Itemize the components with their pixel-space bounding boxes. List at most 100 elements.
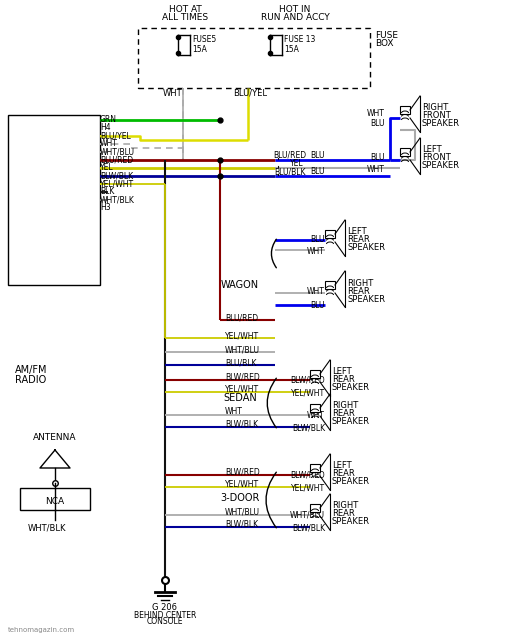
Text: GRN: GRN bbox=[100, 115, 117, 124]
Text: ANTENNA: ANTENNA bbox=[33, 434, 77, 443]
Text: BLW/RED: BLW/RED bbox=[225, 467, 260, 477]
Text: BLU: BLU bbox=[310, 301, 325, 309]
Text: RIGHT: RIGHT bbox=[422, 103, 448, 112]
Text: RIGHT: RIGHT bbox=[332, 401, 358, 410]
Text: RIGHT: RIGHT bbox=[332, 501, 358, 510]
Text: CONSOLE: CONSOLE bbox=[147, 618, 183, 626]
Text: LEFT: LEFT bbox=[347, 228, 367, 236]
Text: BLK: BLK bbox=[100, 188, 114, 197]
Text: SPEAKER: SPEAKER bbox=[332, 384, 370, 392]
Text: REAR: REAR bbox=[332, 510, 355, 519]
Text: REAR: REAR bbox=[347, 287, 370, 295]
Text: WHT: WHT bbox=[307, 247, 325, 257]
Bar bbox=[310, 504, 320, 512]
Bar bbox=[138, 28, 370, 88]
Bar bbox=[400, 106, 410, 114]
Bar bbox=[400, 148, 410, 156]
Bar bbox=[310, 464, 320, 472]
Text: 3-DOOR: 3-DOOR bbox=[220, 493, 259, 503]
Text: LEFT: LEFT bbox=[422, 145, 441, 155]
Text: RIGHT: RIGHT bbox=[347, 278, 373, 287]
Text: WHT: WHT bbox=[367, 165, 385, 174]
Text: LEFT: LEFT bbox=[332, 368, 352, 377]
Bar bbox=[8, 115, 100, 285]
Text: YEL/WHT: YEL/WHT bbox=[225, 479, 259, 489]
Text: WHT/BLK: WHT/BLK bbox=[100, 195, 135, 205]
Text: BOX: BOX bbox=[375, 39, 394, 48]
Text: SPEAKER: SPEAKER bbox=[332, 477, 370, 486]
Text: BLU/BLK: BLU/BLK bbox=[225, 358, 256, 368]
Text: BLW/BLK: BLW/BLK bbox=[292, 424, 325, 432]
Text: HOT AT: HOT AT bbox=[168, 6, 201, 15]
Bar bbox=[310, 404, 320, 412]
Text: 15A: 15A bbox=[192, 44, 207, 53]
Text: ALL TIMES: ALL TIMES bbox=[162, 13, 208, 22]
Text: REAR: REAR bbox=[332, 410, 355, 418]
Text: BLU/RED: BLU/RED bbox=[100, 155, 133, 164]
Text: WHT: WHT bbox=[100, 139, 118, 148]
Text: BLU/RED: BLU/RED bbox=[225, 313, 258, 323]
Text: BLU/BLK: BLU/BLK bbox=[274, 167, 306, 176]
Bar bbox=[325, 281, 335, 289]
Text: SPEAKER: SPEAKER bbox=[332, 418, 370, 427]
Text: RUN AND ACCY: RUN AND ACCY bbox=[261, 13, 329, 22]
Text: WHT/BLU: WHT/BLU bbox=[290, 510, 325, 519]
Text: LEFT: LEFT bbox=[332, 462, 352, 470]
Text: BLU: BLU bbox=[370, 153, 385, 162]
Text: G 206: G 206 bbox=[152, 604, 177, 612]
Text: YEL/WHT: YEL/WHT bbox=[100, 179, 134, 188]
Text: WAGON: WAGON bbox=[221, 280, 259, 290]
Text: BLW/BLK: BLW/BLK bbox=[225, 420, 258, 429]
Text: WHT/BLU: WHT/BLU bbox=[225, 346, 260, 354]
Text: BLW/BLK: BLW/BLK bbox=[100, 172, 133, 181]
Text: 15A: 15A bbox=[284, 44, 299, 53]
Text: BEHIND CENTER: BEHIND CENTER bbox=[134, 611, 196, 619]
Text: FRONT: FRONT bbox=[422, 112, 451, 120]
Text: H3: H3 bbox=[100, 204, 111, 212]
Text: FUSE5: FUSE5 bbox=[192, 36, 216, 44]
Text: YEL/WHT: YEL/WHT bbox=[291, 484, 325, 493]
Text: WHT: WHT bbox=[367, 108, 385, 117]
Text: SPEAKER: SPEAKER bbox=[422, 119, 460, 129]
Bar bbox=[325, 230, 335, 238]
Text: YEL/WHT: YEL/WHT bbox=[225, 384, 259, 394]
Text: BLW/RED: BLW/RED bbox=[290, 470, 325, 479]
Text: AM/FM: AM/FM bbox=[15, 365, 47, 375]
Text: FUSE: FUSE bbox=[375, 32, 398, 41]
Text: NCA: NCA bbox=[45, 498, 64, 507]
Text: SPEAKER: SPEAKER bbox=[332, 517, 370, 526]
Text: HOT IN: HOT IN bbox=[279, 6, 310, 15]
Text: BLU: BLU bbox=[310, 150, 324, 160]
Text: SPEAKER: SPEAKER bbox=[422, 162, 460, 171]
Text: YEL/WHT: YEL/WHT bbox=[225, 332, 259, 340]
Text: YEL/WHT: YEL/WHT bbox=[291, 389, 325, 398]
Text: SPEAKER: SPEAKER bbox=[347, 243, 385, 252]
Text: BLW/RED: BLW/RED bbox=[290, 375, 325, 384]
Text: tehnomagazin.com: tehnomagazin.com bbox=[8, 627, 75, 633]
Text: WHT/BLU: WHT/BLU bbox=[100, 148, 135, 157]
Text: YEL: YEL bbox=[100, 164, 114, 172]
Text: SEDAN: SEDAN bbox=[223, 393, 257, 403]
Text: WHT: WHT bbox=[307, 410, 325, 420]
Text: H4: H4 bbox=[100, 124, 111, 133]
Text: YEL: YEL bbox=[290, 160, 304, 169]
Text: BLW/RED: BLW/RED bbox=[225, 373, 260, 382]
Text: REAR: REAR bbox=[332, 470, 355, 479]
Bar bbox=[310, 370, 320, 378]
Text: REAR: REAR bbox=[347, 235, 370, 245]
Text: BLW/BLK: BLW/BLK bbox=[292, 524, 325, 533]
Text: BLU/RED: BLU/RED bbox=[274, 150, 307, 160]
Text: FUSE 13: FUSE 13 bbox=[284, 36, 315, 44]
Text: BLU/YEL: BLU/YEL bbox=[100, 131, 131, 141]
Text: WHT: WHT bbox=[225, 408, 243, 417]
Text: RADIO: RADIO bbox=[15, 375, 46, 385]
Text: BLU/YEL: BLU/YEL bbox=[233, 89, 267, 98]
Text: WHT/BLU: WHT/BLU bbox=[225, 507, 260, 517]
Text: FRONT: FRONT bbox=[422, 153, 451, 162]
Text: BLW/BLK: BLW/BLK bbox=[225, 519, 258, 529]
Text: BLU: BLU bbox=[310, 235, 325, 245]
Text: SPEAKER: SPEAKER bbox=[347, 295, 385, 304]
Text: BLU: BLU bbox=[310, 167, 324, 176]
Text: WHT: WHT bbox=[307, 287, 325, 297]
Text: REAR: REAR bbox=[332, 375, 355, 384]
